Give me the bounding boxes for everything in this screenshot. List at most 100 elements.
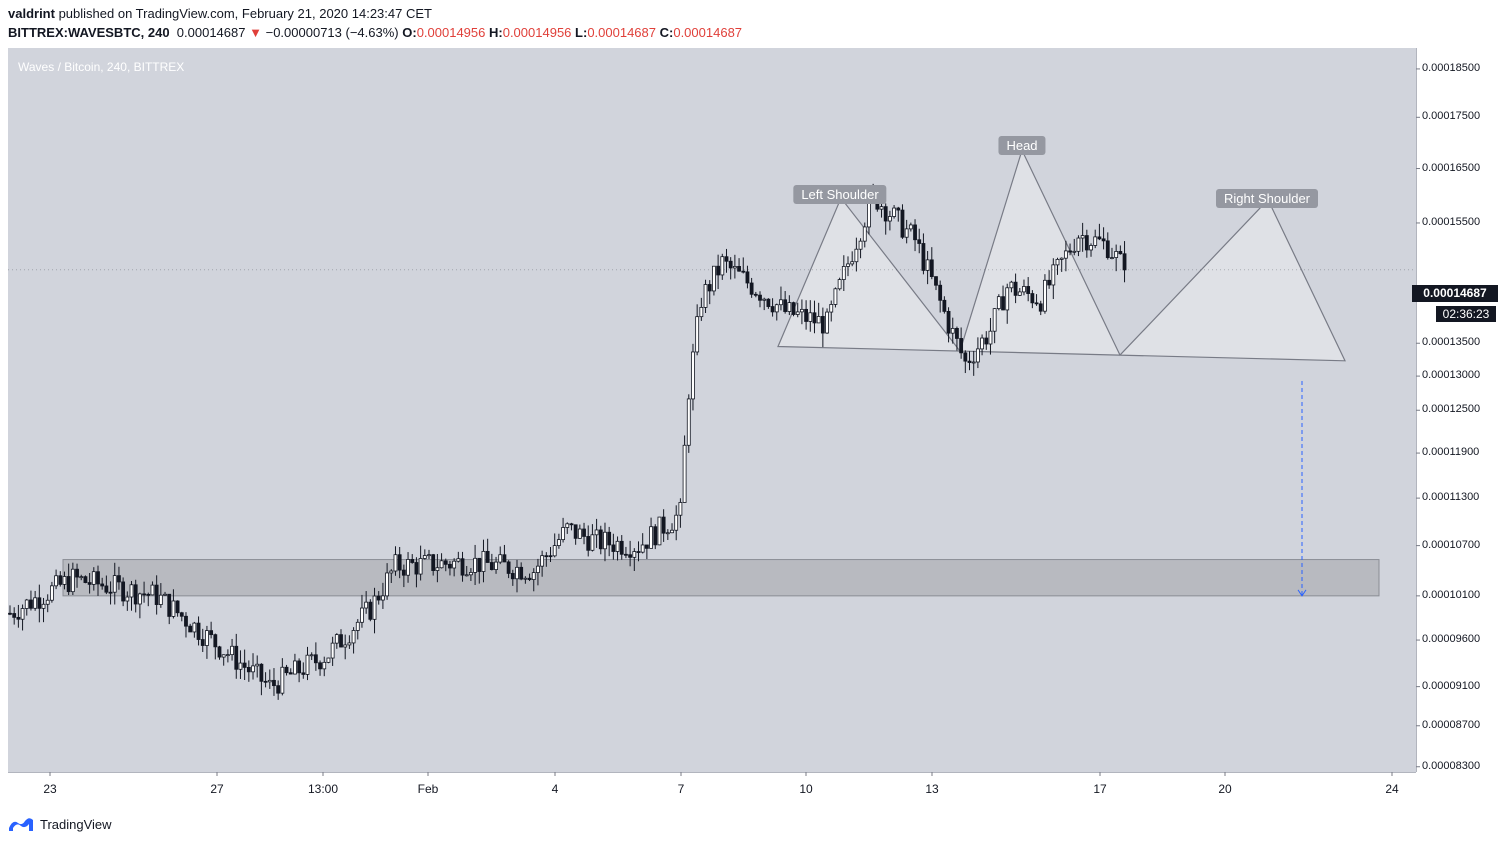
candle-body <box>1105 240 1110 259</box>
price-tick-label: 0.00017500 <box>1422 110 1481 123</box>
candle-body <box>582 528 586 537</box>
candle-body <box>154 584 159 605</box>
candle-body <box>343 644 348 648</box>
candle-body <box>1017 291 1022 296</box>
candle-body <box>468 572 473 576</box>
candle-body <box>16 616 21 620</box>
time-tick-label: 27 <box>210 782 224 796</box>
candle-body <box>561 527 565 541</box>
candle-body <box>50 585 54 601</box>
candle-body <box>276 685 281 694</box>
publish-info: valdrint published on TradingView.com, F… <box>8 6 432 21</box>
candle-body <box>929 259 934 278</box>
candle-body <box>934 276 938 286</box>
candle-body <box>255 663 260 667</box>
candle-body <box>1059 257 1064 260</box>
candle-body <box>762 298 767 301</box>
candle-body <box>586 536 591 551</box>
candle-body <box>980 337 984 350</box>
candle-body <box>791 302 796 315</box>
candle-body <box>494 561 498 570</box>
candle-body <box>330 642 335 659</box>
price-tick-label: 0.00010700 <box>1422 538 1481 551</box>
candle-body <box>938 284 943 301</box>
candle-body <box>318 662 322 670</box>
candle-body <box>829 304 834 313</box>
candle-body <box>515 566 519 580</box>
candle-body <box>506 561 511 574</box>
candle-body <box>577 528 582 539</box>
price-tick-label: 0.00013500 <box>1422 336 1481 349</box>
candle-body <box>783 299 788 312</box>
candle-body <box>418 558 423 575</box>
candle-body <box>66 576 71 593</box>
candle-body <box>485 550 490 563</box>
chart-pane[interactable] <box>8 48 1416 772</box>
candle-body <box>322 661 327 670</box>
head-label: Head <box>998 136 1046 155</box>
candle-body <box>988 330 993 345</box>
high-label: H: <box>489 25 503 40</box>
candle-body <box>171 600 176 617</box>
candle-body <box>246 667 251 673</box>
candle-body <box>904 228 909 238</box>
candle-body <box>1001 296 1005 311</box>
candle-body <box>91 571 96 585</box>
publisher-name[interactable]: valdrint <box>8 6 55 21</box>
tradingview-brand[interactable]: TradingView <box>40 816 112 832</box>
candle-body <box>1043 279 1047 312</box>
candle-body <box>640 544 645 553</box>
candle-body <box>452 560 457 569</box>
candle-body <box>431 554 436 571</box>
candle-body <box>682 444 687 503</box>
candle-body <box>351 630 356 644</box>
candle-body <box>309 654 314 657</box>
candle-body <box>448 563 452 569</box>
candle-body <box>850 261 855 265</box>
candle-body <box>83 576 88 583</box>
candle-body <box>456 558 461 562</box>
candle-body <box>892 207 896 217</box>
candle-body <box>179 612 184 617</box>
candle-body <box>117 575 121 583</box>
candle-body <box>900 209 905 238</box>
candle-body <box>913 224 917 241</box>
candle-body <box>293 660 297 675</box>
candle-body <box>205 630 209 646</box>
candle-body <box>741 270 746 273</box>
candle-body <box>552 545 557 557</box>
candle-body <box>603 531 607 550</box>
candle-body <box>724 256 729 262</box>
candle-body <box>573 524 578 539</box>
symbol-label[interactable]: BITTREX:WAVESBTC, 240 <box>8 25 170 40</box>
time-tick-label: Feb <box>417 782 439 796</box>
candle-body <box>230 645 234 656</box>
candle-body <box>770 306 775 313</box>
candle-body <box>460 558 465 576</box>
change-down-icon: ▼ <box>249 25 262 40</box>
candle-body <box>1030 293 1035 304</box>
candle-body <box>137 593 142 605</box>
candle-body <box>636 551 641 553</box>
time-tick-label: 13 <box>925 782 939 796</box>
candle-body <box>339 634 343 648</box>
candle-body <box>1026 286 1031 294</box>
candle-body <box>272 679 276 687</box>
candle-body <box>816 316 821 324</box>
candle-body <box>691 351 695 400</box>
candle-body <box>209 630 214 636</box>
support-zone <box>62 559 1380 597</box>
time-axis[interactable] <box>8 772 1416 805</box>
time-tick-label: 23 <box>43 782 57 796</box>
candle-body <box>607 531 612 546</box>
footer: TradingView <box>8 812 112 836</box>
candle-body <box>716 265 721 276</box>
candle-body <box>959 338 964 354</box>
low-value: 0.00014687 <box>587 25 656 40</box>
candle-body <box>1005 287 1010 311</box>
candle-body <box>1089 245 1093 251</box>
candle-body <box>707 284 712 292</box>
candle-body <box>58 575 63 585</box>
candle-body <box>984 337 989 345</box>
candle-body <box>908 224 913 230</box>
